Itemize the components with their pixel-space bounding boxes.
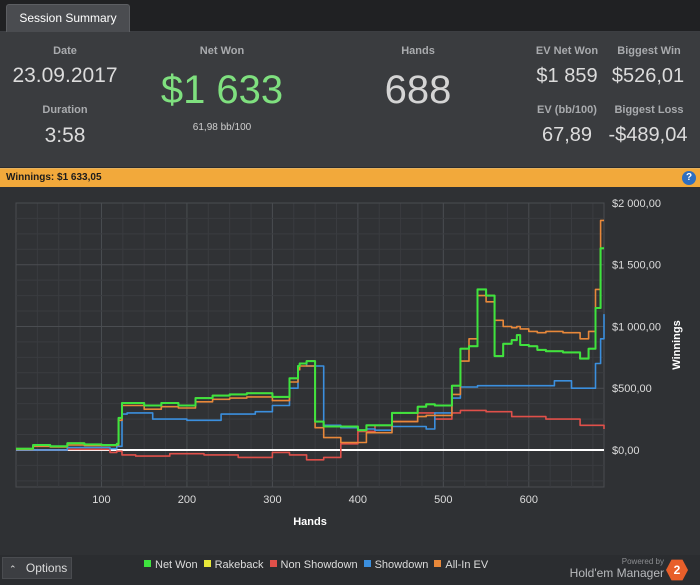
biggest-loss-label: Biggest Loss — [614, 104, 684, 116]
plot-area — [15, 202, 605, 488]
series-line-net-won — [16, 247, 604, 450]
chart-series — [16, 219, 605, 461]
series-line-showdown — [16, 314, 605, 451]
ev-bb100-value: 67,89 — [541, 124, 593, 146]
x-axis-label: Hands — [293, 516, 327, 528]
legend-item-all-in-ev[interactable]: All-In EV — [434, 559, 488, 571]
hands-label: Hands — [401, 45, 435, 57]
legend-item-net-won[interactable]: Net Won — [144, 559, 198, 571]
winnings-label: Winnings: — [6, 172, 55, 183]
chevron-up-icon: ⌃ — [9, 564, 17, 574]
brand-name: Hold'em Manager — [569, 566, 664, 580]
y-tick-label: $2 000,00 — [612, 198, 661, 210]
winnings-value: $1 633,05 — [57, 172, 102, 183]
ev-net-won-value: $1 859 — [536, 65, 598, 87]
y-tick-labels: $0,00 $500,00 $1 000,00 $1 500,00 $2 000,00 — [612, 198, 661, 457]
net-won-bb100: 61,98 bb/100 — [192, 122, 252, 133]
biggest-win-value: $526,01 — [611, 65, 685, 87]
legend-label: All-In EV — [445, 559, 489, 571]
x-tick-label: 600 — [520, 494, 538, 506]
winnings-chart: 100 200 300 400 500 600 $0,00 $500,00 $1 000,00… — [0, 187, 700, 555]
ev-bb100-label: EV (bb/100) — [537, 104, 597, 116]
x-tick-label: 100 — [92, 494, 110, 506]
legend-item-rakeback[interactable]: Rakeback — [203, 559, 264, 571]
duration-label: Duration — [42, 104, 88, 116]
powered-by-text: Powered by — [621, 557, 664, 566]
legend-label: Showdown — [374, 559, 429, 571]
series-line-non-showdown — [16, 409, 605, 461]
footer: ⌃ Options Net Won Rakeback Non Showdown Sho… — [0, 555, 700, 585]
x-tick-label: 500 — [434, 494, 452, 506]
net-won-label: Net Won — [199, 45, 245, 57]
net-won-value: $1 633 — [160, 68, 284, 112]
legend-item-showdown[interactable]: Showdown — [363, 559, 429, 571]
series-line-all-in-ev — [16, 219, 604, 451]
winnings-text: Winnings: $1 633,05 — [6, 172, 102, 183]
legend-swatch — [144, 560, 151, 567]
x-tick-label: 300 — [263, 494, 281, 506]
y-tick-label: $1 000,00 — [612, 321, 661, 333]
x-tick-label: 200 — [178, 494, 196, 506]
brand-logo: Powered by Hold'em Manager — [570, 557, 664, 580]
legend-label: Net Won — [155, 559, 198, 571]
legend-item-non-showdown[interactable]: Non Showdown — [269, 559, 358, 571]
legend-swatch — [203, 560, 211, 567]
legend-swatch — [363, 560, 371, 567]
chart-grid — [15, 202, 605, 488]
legend-label: Rakeback — [214, 559, 264, 571]
biggest-win-label: Biggest Win — [617, 45, 681, 57]
y-tick-label: $500,00 — [612, 383, 652, 395]
date-label: Date — [53, 45, 77, 57]
legend-swatch — [269, 560, 277, 567]
hm2-logo-icon: 2 — [666, 559, 688, 581]
biggest-loss-value: -$489,04 — [608, 124, 688, 146]
options-label: Options — [25, 561, 68, 575]
options-button[interactable]: ⌃ Options — [2, 557, 72, 579]
x-tick-labels: 100 200 300 400 500 600 — [92, 494, 538, 506]
tab-session-summary[interactable]: Session Summary — [6, 4, 130, 32]
ev-net-won-label: EV Net Won — [535, 45, 599, 57]
hands-value: 688 — [384, 68, 452, 112]
tab-bar: Session Summary — [0, 0, 700, 32]
legend-label: Non Showdown — [280, 559, 358, 571]
legend-swatch — [434, 560, 442, 567]
summary-panel: Date 23.09.2017 Duration 3:58 Net Won $1… — [0, 32, 700, 167]
chart-svg: 100 200 300 400 500 600 $0,00 $500,00 $1 000,00… — [15, 198, 683, 528]
x-tick-label: 400 — [349, 494, 367, 506]
chart-legend: Net Won Rakeback Non Showdown Showdown All-I… — [144, 559, 494, 571]
duration-value: 3:58 — [44, 124, 86, 147]
date-value: 23.09.2017 — [12, 64, 118, 87]
winnings-bar: Winnings: $1 633,05 ? — [0, 168, 700, 187]
y-tick-label: $1 500,00 — [612, 260, 661, 272]
y-tick-label: $0,00 — [612, 445, 640, 457]
y-axis-label: Winnings — [671, 320, 683, 369]
help-icon[interactable]: ? — [682, 171, 696, 185]
